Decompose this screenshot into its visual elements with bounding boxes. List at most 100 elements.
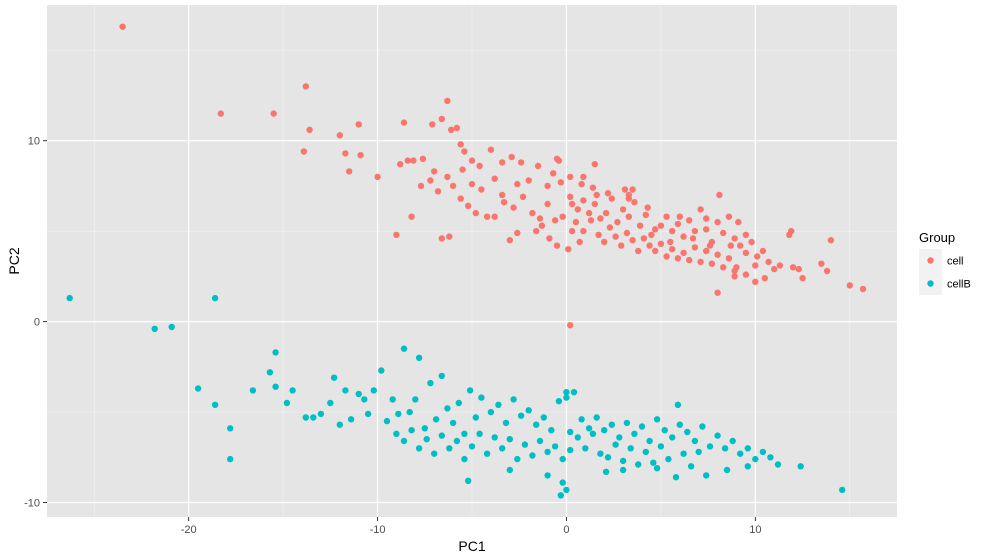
data-point-cellb <box>432 416 440 423</box>
data-point-cell <box>525 177 532 184</box>
data-point-cell <box>500 199 508 206</box>
data-point-cell <box>846 282 853 289</box>
data-point-cellb <box>767 454 774 461</box>
data-point-cellb <box>499 445 506 452</box>
data-points <box>66 23 867 499</box>
data-point-cell <box>652 247 659 255</box>
data-point-cellb <box>653 465 661 472</box>
data-point-cell <box>680 249 687 257</box>
data-point-cell <box>572 218 580 226</box>
data-point-cell <box>697 206 704 213</box>
data-point-cellb <box>774 461 782 468</box>
data-point-cellb <box>797 463 804 470</box>
data-point-cellb <box>444 405 451 412</box>
y-axis-ticks: -10 0 10 <box>24 136 47 510</box>
data-point-cell <box>674 220 682 228</box>
data-point-cellb <box>657 443 665 450</box>
data-point-cell <box>550 170 557 177</box>
data-point-cell <box>302 83 309 90</box>
data-point-cell <box>472 209 479 217</box>
data-point-cellb <box>506 436 513 443</box>
data-point-cell <box>119 23 126 30</box>
x-axis-title: PC1 <box>458 538 485 554</box>
data-point-cell <box>648 231 655 238</box>
data-point-cell <box>686 217 693 224</box>
data-point-cell <box>752 262 759 269</box>
data-point-cellb <box>393 430 400 437</box>
data-point-cellb <box>400 437 408 445</box>
data-point-cell <box>725 213 733 220</box>
data-point-cellb <box>723 466 731 474</box>
data-point-cell <box>652 226 659 233</box>
data-point-cellb <box>635 461 642 468</box>
data-point-cellb <box>438 372 445 380</box>
data-point-cellb <box>431 450 438 457</box>
legend-label-cellb: cellB <box>947 279 971 291</box>
data-point-cellb <box>585 425 593 432</box>
data-point-cellb <box>453 437 461 445</box>
data-point-cell <box>776 262 784 269</box>
data-point-cellb <box>567 428 574 436</box>
data-point-cell <box>499 159 506 166</box>
data-point-cellb <box>211 401 219 408</box>
data-point-cell <box>629 186 636 193</box>
data-point-cell <box>765 258 772 266</box>
data-point-cellb <box>272 383 279 390</box>
data-point-cell <box>754 253 761 260</box>
data-point-cellb <box>330 374 338 381</box>
x-tick-label: -20 <box>181 524 197 536</box>
data-point-cell <box>635 247 642 255</box>
data-point-cell <box>742 249 750 257</box>
data-point-cell <box>429 121 436 128</box>
major-gridlines <box>47 5 897 517</box>
data-point-cellb <box>211 294 219 302</box>
data-point-cellb <box>289 387 296 394</box>
data-point-cellb <box>752 455 759 463</box>
y-tick-label: -10 <box>24 498 40 510</box>
data-point-cell <box>478 186 485 193</box>
data-point-cellb <box>706 443 714 450</box>
data-point-cellb <box>302 414 309 421</box>
data-point-cellb <box>449 419 457 427</box>
data-point-cell <box>578 180 585 188</box>
data-point-cell <box>731 235 738 242</box>
data-point-cell <box>714 218 721 226</box>
data-point-cellb <box>423 436 430 443</box>
data-point-cellb <box>593 414 600 421</box>
data-point-cellb <box>400 345 408 352</box>
data-point-cell <box>410 157 417 164</box>
data-point-cell <box>483 213 491 220</box>
data-point-cell <box>427 177 434 184</box>
data-point-cellb <box>578 416 585 423</box>
data-point-cellb <box>721 445 729 452</box>
data-point-cell <box>514 229 521 237</box>
data-point-cell <box>720 264 727 271</box>
data-point-cellb <box>266 369 274 376</box>
data-point-cell <box>608 195 615 202</box>
data-point-cell <box>400 119 408 126</box>
data-point-cell <box>459 166 466 173</box>
data-point-cell <box>517 159 525 166</box>
data-point-cell <box>601 238 608 246</box>
data-point-cell <box>448 126 455 133</box>
data-point-cell <box>546 235 553 242</box>
data-point-cellb <box>744 463 751 470</box>
data-point-cellb <box>502 419 510 427</box>
data-point-cell <box>680 233 687 240</box>
data-point-cell <box>342 150 349 157</box>
data-point-cell <box>491 175 498 182</box>
data-point-cell <box>270 110 277 117</box>
data-point-cell <box>544 200 551 208</box>
data-point-cellb <box>574 434 581 441</box>
data-point-cell <box>585 209 593 217</box>
data-point-cell <box>589 184 597 191</box>
data-point-cellb <box>612 441 619 448</box>
data-point-cell <box>771 265 778 273</box>
data-point-cellb <box>619 457 627 465</box>
data-point-cell <box>574 206 581 213</box>
data-point-cellb <box>227 455 234 463</box>
data-point-cell <box>686 256 693 264</box>
data-point-cellb <box>415 354 423 361</box>
data-point-cell <box>591 161 598 168</box>
data-point-cell <box>618 242 625 249</box>
